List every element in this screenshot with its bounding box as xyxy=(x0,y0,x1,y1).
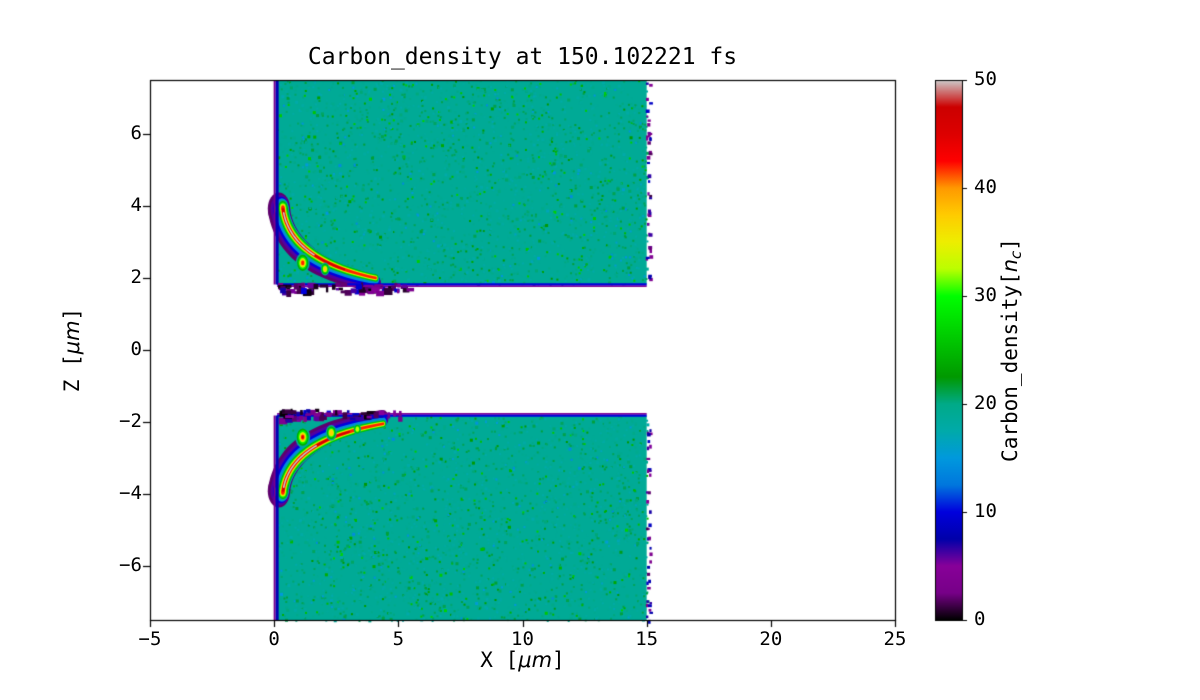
colorbar-label-text: Carbon_density[ xyxy=(998,272,1022,462)
chart-title: Carbon_density at 150.102221 fs xyxy=(307,44,738,70)
x-tick-label: 15 xyxy=(635,628,659,650)
colorbar-tick-label: 30 xyxy=(974,284,997,306)
z-tick-label: 6 xyxy=(130,122,142,144)
colorbar-tick-label: 10 xyxy=(974,500,997,522)
x-axis-label-text: X [ xyxy=(480,648,519,672)
x-tick-label: 5 xyxy=(392,628,405,650)
x-tick-label: 20 xyxy=(759,628,783,650)
colorbar-label-sub: c xyxy=(1007,250,1025,259)
z-tick-label: 4 xyxy=(130,194,142,216)
colorbar-label: Carbon_density[nc] xyxy=(996,80,1025,620)
z-tick-label: −4 xyxy=(119,482,142,504)
x-tick-label: 25 xyxy=(883,628,907,650)
x-axis-label: X [μm] xyxy=(150,648,895,672)
x-tick-label: −5 xyxy=(138,628,162,650)
z-tick-label: −6 xyxy=(119,554,142,576)
y-axis-label-text: Z [ xyxy=(60,354,84,393)
colorbar-tick-label: 40 xyxy=(974,176,997,198)
x-tick-label: 10 xyxy=(511,628,534,650)
y-axis-label-suffix: ] xyxy=(60,307,84,321)
colorbar-tick-label: 50 xyxy=(974,68,997,90)
colorbar-label-var: n xyxy=(998,258,1022,273)
y-axis-label-math: μm xyxy=(60,320,84,355)
z-tick-label: 2 xyxy=(130,266,142,288)
x-axis-label-suffix: ] xyxy=(552,648,565,672)
x-axis-label-math: μm xyxy=(518,648,553,672)
z-tick-label: 0 xyxy=(130,338,142,360)
x-tick-label: 0 xyxy=(268,628,280,650)
colorbar-tick-label: 0 xyxy=(974,608,986,630)
colorbar-label-suffix: ] xyxy=(998,238,1022,251)
colorbar-tick-label: 20 xyxy=(974,392,997,414)
z-tick-label: −2 xyxy=(119,410,142,432)
